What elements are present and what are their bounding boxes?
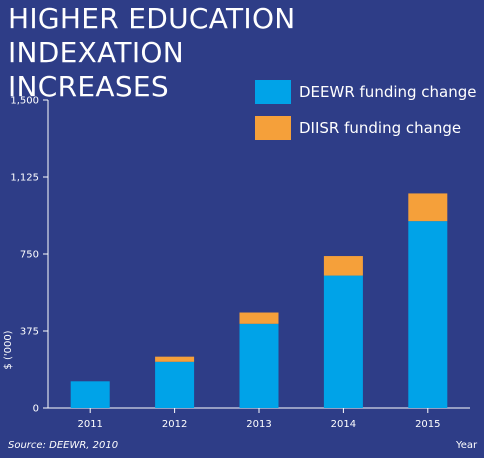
legend: DEEWR funding change DIISR funding chang… <box>255 80 477 152</box>
legend-label-diisr: DIISR funding change <box>299 119 462 137</box>
y-tick-label: 1,500 <box>10 96 39 107</box>
bar-deewr <box>323 275 363 408</box>
legend-swatch-deewr <box>255 80 291 104</box>
legend-item-deewr: DEEWR funding change <box>255 80 477 104</box>
bar-diisr <box>408 193 448 222</box>
bar-diisr <box>239 312 279 324</box>
chart-title-line-1: HIGHER EDUCATION INDEXATION <box>8 2 296 69</box>
legend-swatch-diisr <box>255 116 291 140</box>
y-axis-title: $ ('000) <box>3 330 14 370</box>
x-tick-label: 2013 <box>246 419 271 430</box>
bar-diisr <box>155 356 195 362</box>
x-axis-title: Year <box>456 440 478 451</box>
y-tick-label: 1,125 <box>10 173 39 184</box>
x-tick-label: 2015 <box>415 419 440 430</box>
source-note: Source: DEEWR, 2010 <box>8 440 119 451</box>
bar-diisr <box>323 256 363 276</box>
x-tick-label: 2011 <box>77 419 102 430</box>
bar-deewr <box>239 323 279 408</box>
legend-label-deewr: DEEWR funding change <box>299 83 477 101</box>
legend-item-diisr: DIISR funding change <box>255 116 477 140</box>
bar-deewr <box>408 221 448 408</box>
y-tick-label: 0 <box>33 404 39 415</box>
bar-deewr <box>155 361 195 408</box>
x-tick-label: 2012 <box>162 419 187 430</box>
x-tick-label: 2014 <box>331 419 356 430</box>
y-tick-label: 750 <box>20 250 39 261</box>
chart-title-line-2: INCREASES <box>8 70 169 103</box>
chart-title: HIGHER EDUCATION INDEXATION INCREASES <box>8 2 478 104</box>
bar-deewr <box>70 381 110 408</box>
y-tick-label: 375 <box>20 327 39 338</box>
